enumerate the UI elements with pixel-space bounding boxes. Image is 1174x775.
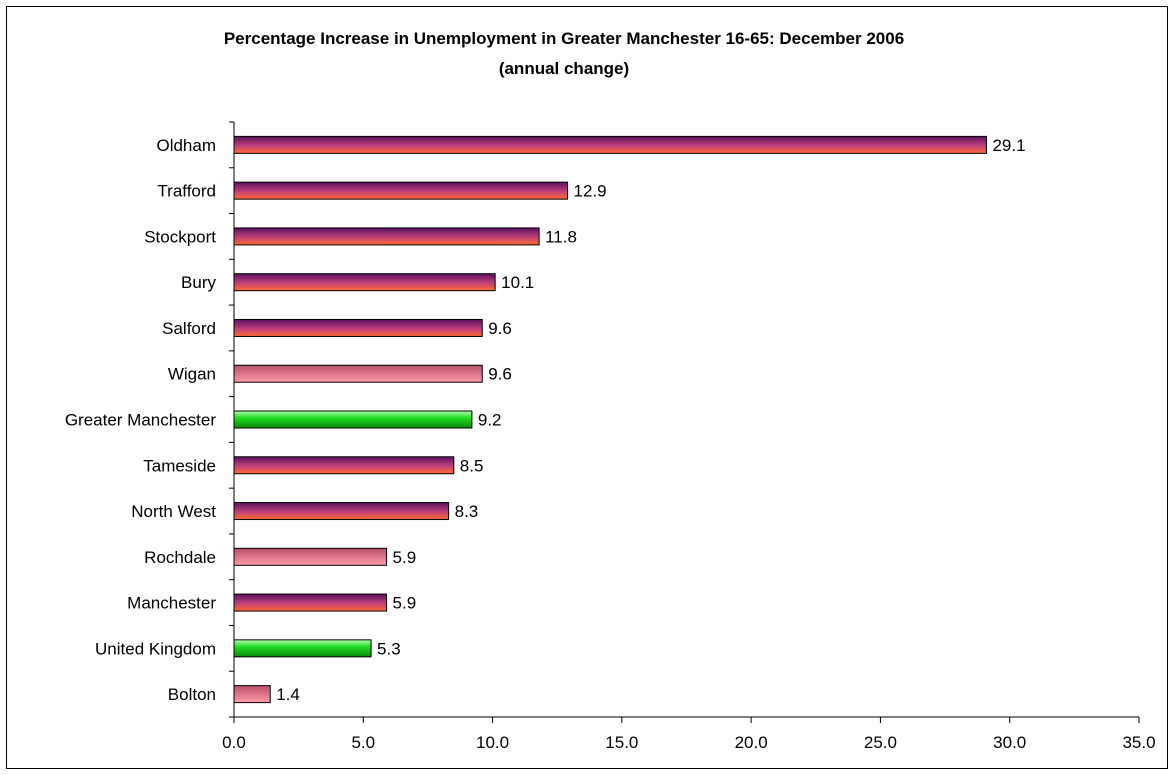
category-label: Manchester — [127, 594, 216, 613]
x-tick-label: 5.0 — [351, 733, 375, 752]
bar-chart: Percentage Increase in Unemployment in G… — [65, 29, 1156, 752]
x-tick-label: 20.0 — [735, 733, 768, 752]
chart-subtitle: (annual change) — [499, 59, 629, 78]
bar — [233, 181, 569, 200]
bar — [233, 685, 271, 704]
category-label: North West — [131, 502, 216, 521]
bar — [233, 410, 473, 429]
bar — [233, 502, 450, 521]
value-label: 5.9 — [393, 548, 417, 567]
bar — [233, 593, 388, 612]
value-label: 5.3 — [377, 639, 401, 658]
category-label: Oldham — [156, 136, 216, 155]
x-tick-label: 35.0 — [1122, 733, 1155, 752]
bar — [233, 318, 483, 337]
category-label: Bury — [181, 273, 216, 292]
value-label: 5.9 — [393, 594, 417, 613]
category-label: Trafford — [157, 182, 216, 201]
value-label: 9.2 — [478, 411, 502, 430]
category-label: Salford — [162, 319, 216, 338]
x-tick-label: 30.0 — [993, 733, 1026, 752]
bar — [233, 364, 483, 383]
category-label: Bolton — [168, 685, 216, 704]
chart-frame: Percentage Increase in Unemployment in G… — [6, 6, 1168, 769]
value-label: 9.6 — [488, 319, 512, 338]
bar — [233, 456, 455, 475]
x-tick-label: 25.0 — [864, 733, 897, 752]
value-label: 10.1 — [501, 273, 534, 292]
category-label: Tameside — [143, 456, 216, 475]
category-label: United Kingdom — [95, 639, 216, 658]
category-label: Wigan — [168, 365, 216, 384]
x-tick-label: 15.0 — [605, 733, 638, 752]
x-tick-label: 0.0 — [222, 733, 246, 752]
value-label: 29.1 — [992, 136, 1025, 155]
bar — [233, 639, 372, 658]
value-label: 11.8 — [545, 227, 577, 246]
plot-area: 0.0 5.0 10.0 15.0 20.0 25.0 30.0 35.0 Oldham 29.1… — [65, 121, 1156, 752]
category-label: Rochdale — [144, 548, 216, 567]
chart-title: Percentage Increase in Unemployment in G… — [224, 29, 904, 48]
x-tick-label: 10.0 — [476, 733, 509, 752]
value-label: 8.3 — [455, 502, 479, 521]
value-label: 8.5 — [460, 456, 484, 475]
value-label: 1.4 — [276, 685, 300, 704]
bar — [233, 135, 987, 154]
category-label: Greater Manchester — [65, 411, 217, 430]
value-label: 9.6 — [488, 365, 512, 384]
bar — [233, 547, 388, 566]
value-label: 12.9 — [574, 182, 607, 201]
category-label: Stockport — [144, 227, 216, 246]
bar — [233, 227, 540, 246]
bar — [233, 273, 496, 292]
